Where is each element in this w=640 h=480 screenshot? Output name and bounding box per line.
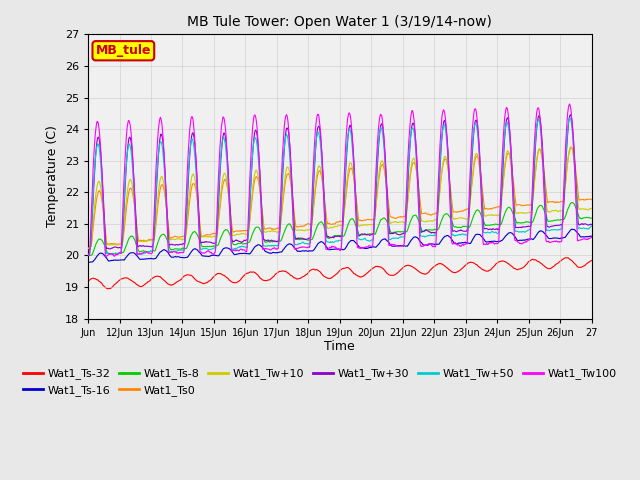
Wat1_Tw100	[566, 101, 573, 107]
X-axis label: Time: Time	[324, 340, 355, 353]
Wat1_Tw+50	[588, 223, 595, 229]
Wat1_Tw100	[588, 235, 595, 240]
Wat1_Ts-16	[381, 236, 389, 242]
Wat1_Tw100	[102, 254, 109, 260]
Line: Wat1_Tw+30: Wat1_Tw+30	[88, 115, 591, 250]
Wat1_Tw100	[84, 252, 92, 258]
Wat1_Tw+50	[566, 115, 573, 121]
Wat1_Tw100	[381, 160, 389, 166]
Wat1_Tw100	[294, 245, 301, 251]
Wat1_Tw+50	[572, 178, 579, 183]
Wat1_Ts0	[294, 224, 301, 230]
Wat1_Ts-8	[109, 251, 116, 256]
Wat1_Ts-8	[294, 236, 301, 242]
Wat1_Ts0	[109, 241, 116, 247]
Wat1_Ts-8	[381, 216, 389, 222]
Wat1_Tw+30	[178, 241, 186, 247]
Wat1_Tw+50	[84, 252, 92, 257]
Wat1_Tw+30	[293, 236, 301, 241]
Wat1_Ts-32	[105, 286, 113, 291]
Line: Wat1_Ts-8: Wat1_Ts-8	[88, 203, 591, 256]
Wat1_Ts-32	[572, 262, 579, 267]
Wat1_Ts0	[178, 234, 186, 240]
Wat1_Tw100	[572, 184, 579, 190]
Wat1_Ts0	[84, 245, 92, 251]
Wat1_Ts-32	[381, 268, 389, 274]
Wat1_Ts0	[588, 197, 595, 203]
Wat1_Ts-32	[588, 258, 595, 264]
Wat1_Ts-16	[294, 249, 301, 254]
Wat1_Ts-32	[109, 284, 116, 289]
Wat1_Ts-16	[588, 233, 595, 239]
Wat1_Tw+10	[571, 166, 579, 171]
Wat1_Ts-16	[109, 258, 116, 264]
Wat1_Ts-8	[86, 253, 93, 259]
Wat1_Ts-8	[572, 204, 579, 210]
Wat1_Tw+50	[178, 247, 186, 252]
Wat1_Ts-32	[84, 278, 92, 284]
Wat1_Tw+30	[84, 247, 92, 253]
Legend: Wat1_Ts-32, Wat1_Ts-16, Wat1_Ts-8, Wat1_Ts0, Wat1_Tw+10, Wat1_Tw+30, Wat1_Tw+50,: Wat1_Ts-32, Wat1_Ts-16, Wat1_Ts-8, Wat1_…	[19, 364, 621, 400]
Wat1_Tw+10	[567, 144, 575, 150]
Wat1_Tw100	[109, 252, 116, 257]
Wat1_Ts-16	[572, 228, 579, 233]
Wat1_Tw+30	[567, 112, 575, 118]
Text: MB_tule: MB_tule	[95, 44, 151, 57]
Line: Wat1_Ts0: Wat1_Ts0	[88, 147, 591, 249]
Line: Wat1_Ts-32: Wat1_Ts-32	[88, 258, 591, 288]
Line: Wat1_Tw+50: Wat1_Tw+50	[88, 118, 591, 255]
Wat1_Ts-16	[568, 226, 575, 232]
Wat1_Ts-16	[84, 260, 92, 265]
Wat1_Tw+10	[84, 245, 92, 251]
Title: MB Tule Tower: Open Water 1 (3/19/14-now): MB Tule Tower: Open Water 1 (3/19/14-now…	[188, 15, 492, 29]
Wat1_Tw+50	[109, 252, 116, 257]
Wat1_Ts-8	[563, 209, 571, 215]
Wat1_Ts-32	[178, 276, 186, 281]
Line: Wat1_Tw+10: Wat1_Tw+10	[88, 147, 591, 248]
Wat1_Tw+10	[178, 237, 186, 242]
Wat1_Ts0	[567, 144, 575, 150]
Y-axis label: Temperature (C): Temperature (C)	[46, 126, 59, 228]
Wat1_Tw+30	[571, 158, 579, 164]
Wat1_Tw+30	[381, 146, 388, 152]
Wat1_Ts-32	[294, 276, 301, 282]
Wat1_Tw+50	[108, 252, 116, 258]
Line: Wat1_Ts-16: Wat1_Ts-16	[88, 229, 591, 263]
Wat1_Tw+30	[563, 150, 570, 156]
Wat1_Tw+10	[588, 205, 595, 211]
Wat1_Tw+50	[294, 241, 301, 247]
Wat1_Tw+50	[563, 136, 571, 142]
Wat1_Ts-32	[563, 255, 571, 261]
Wat1_Ts0	[572, 164, 579, 170]
Wat1_Ts0	[84, 246, 92, 252]
Wat1_Ts0	[563, 166, 571, 171]
Wat1_Ts-8	[568, 200, 575, 205]
Wat1_Tw+10	[108, 242, 116, 248]
Wat1_Ts-8	[588, 215, 595, 221]
Wat1_Ts-8	[84, 252, 92, 258]
Wat1_Ts-16	[85, 260, 93, 265]
Wat1_Tw+10	[563, 171, 570, 177]
Wat1_Ts-32	[564, 255, 572, 261]
Wat1_Ts-8	[178, 245, 186, 251]
Wat1_Ts0	[381, 173, 389, 179]
Wat1_Ts-16	[563, 232, 571, 238]
Wat1_Tw+50	[381, 165, 389, 170]
Wat1_Tw100	[178, 250, 186, 255]
Wat1_Tw+10	[381, 168, 388, 174]
Wat1_Tw+10	[293, 228, 301, 233]
Wat1_Tw+30	[108, 245, 116, 251]
Wat1_Tw100	[563, 120, 571, 125]
Wat1_Tw+30	[588, 222, 595, 228]
Line: Wat1_Tw100: Wat1_Tw100	[88, 104, 591, 257]
Wat1_Ts-16	[178, 254, 186, 260]
